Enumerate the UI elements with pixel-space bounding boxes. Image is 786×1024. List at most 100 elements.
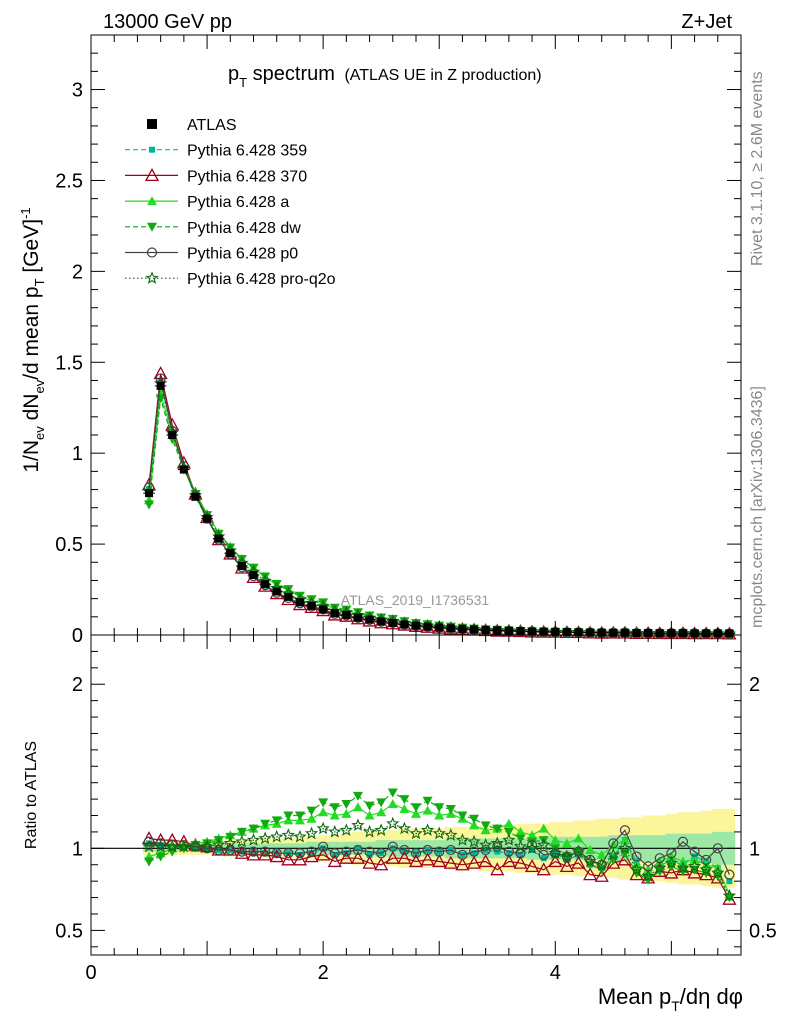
ratio-series-point bbox=[505, 850, 512, 857]
atlas-point bbox=[272, 587, 281, 596]
main-series-point bbox=[306, 595, 317, 605]
ratio-series-point bbox=[619, 835, 630, 845]
ratio-series-point bbox=[490, 862, 505, 876]
ratio-series-point bbox=[503, 827, 514, 837]
ratio-series-point bbox=[585, 844, 596, 854]
y-tick-label: 2 bbox=[72, 261, 83, 283]
ratio-y-tick-label: 1 bbox=[72, 838, 83, 860]
legend-marker bbox=[147, 196, 157, 206]
ratio-series-point bbox=[583, 867, 598, 881]
ratio-series-point bbox=[445, 844, 456, 856]
legend-item: Pythia 6.428 p0 bbox=[125, 246, 298, 263]
ratio-series-point bbox=[420, 852, 435, 866]
ratio-series-point bbox=[606, 847, 620, 861]
main-series-point bbox=[225, 543, 236, 553]
ratio-series-point bbox=[540, 855, 547, 862]
ratio-series-point bbox=[513, 855, 528, 869]
analysis-watermark: ATLAS_2019_I1736531 bbox=[341, 592, 490, 608]
atlas-point bbox=[307, 601, 316, 610]
ratio-series-point bbox=[165, 839, 179, 853]
ratio-series-point bbox=[583, 854, 597, 868]
ratio-series-point bbox=[641, 869, 655, 882]
ratio-series-point bbox=[517, 851, 524, 858]
legend-label: Pythia 6.428 359 bbox=[187, 143, 307, 160]
ratio-series-point bbox=[374, 857, 389, 871]
ratio-series-point bbox=[559, 859, 574, 873]
atlas-point bbox=[319, 605, 328, 614]
ratio-series-point bbox=[399, 803, 410, 813]
main-series-point bbox=[248, 563, 259, 573]
legend: ATLAS Pythia 6.428 359 Pythia 6.428 370 Pyt… bbox=[125, 117, 336, 288]
ratio-series-point bbox=[515, 826, 526, 836]
atlas-point bbox=[725, 629, 734, 638]
ratio-series-point bbox=[327, 854, 342, 868]
ratio-series-point bbox=[212, 838, 226, 851]
y-axis-label-main: 1/Nev dNev/d mean pT [GeV]-1 bbox=[18, 207, 47, 472]
ratio-series-point bbox=[724, 869, 735, 880]
y-tick-label: 3 bbox=[72, 80, 83, 102]
ratio-series-point bbox=[258, 831, 272, 845]
ratio-series-line bbox=[148, 829, 730, 875]
energy-label: 13000 GeV pp bbox=[103, 11, 232, 33]
atlas-point bbox=[377, 617, 386, 626]
legend-marker bbox=[149, 146, 155, 153]
y-tick-label: 2.5 bbox=[55, 170, 83, 192]
ratio-series-point bbox=[269, 849, 284, 863]
ratio-series-point bbox=[457, 811, 468, 821]
ratio-series-point bbox=[434, 803, 445, 813]
ratio-series-point bbox=[362, 824, 377, 838]
atlas-point bbox=[249, 571, 258, 579]
ratio-series-point bbox=[492, 841, 503, 852]
ratio-series-point bbox=[432, 826, 446, 840]
ratio-series-point bbox=[316, 847, 331, 861]
legend-marker bbox=[146, 247, 158, 258]
ratio-series-point bbox=[200, 839, 214, 853]
atlas-point bbox=[191, 492, 200, 501]
atlas-point bbox=[586, 628, 595, 637]
ratio-series-point bbox=[619, 825, 631, 836]
ratio-series-point bbox=[677, 856, 688, 866]
legend-label: Pythia 6.428 370 bbox=[187, 168, 307, 185]
chart-title: pT spectrum (ATLAS UE in Z production) bbox=[228, 63, 542, 90]
ratio-series-point bbox=[594, 868, 609, 882]
ratio-series-point bbox=[246, 833, 261, 846]
atlas-point bbox=[203, 514, 212, 523]
legend-item: Pythia 6.428 359 bbox=[125, 143, 307, 160]
ratio-series-point bbox=[410, 848, 422, 859]
ratio-series-point bbox=[271, 816, 282, 826]
main-series-point bbox=[352, 608, 363, 618]
ratio-series-point bbox=[502, 833, 516, 846]
ratio-series-point bbox=[643, 864, 654, 874]
atlas-point bbox=[295, 598, 304, 607]
ratio-series-point bbox=[722, 888, 737, 902]
ratio-series-point bbox=[364, 846, 375, 857]
ratio-series-point bbox=[538, 823, 549, 833]
ratio-series-point bbox=[571, 855, 586, 869]
ratio-series-point bbox=[478, 854, 493, 868]
process-label: Z+Jet bbox=[681, 11, 732, 33]
ratio-series-point bbox=[677, 836, 689, 847]
atlas-point bbox=[412, 621, 420, 630]
ratio-series-point bbox=[492, 824, 503, 834]
ratio-series-point bbox=[316, 821, 330, 835]
ratio-series-point bbox=[434, 810, 445, 820]
atlas-point bbox=[702, 629, 711, 638]
ratio-series-point bbox=[376, 798, 387, 808]
y-tick-label: 1 bbox=[72, 443, 83, 465]
ratio-series-point bbox=[699, 862, 713, 876]
ratio-series-point bbox=[409, 826, 423, 840]
ratio-series-point bbox=[294, 848, 306, 859]
ratio-y-tick-label: 0.5 bbox=[55, 920, 83, 942]
ratio-series-point bbox=[399, 795, 410, 805]
ratio-series-point bbox=[281, 828, 295, 841]
legend-item: Pythia 6.428 a bbox=[125, 194, 289, 211]
atlas-point bbox=[342, 611, 351, 619]
ratio-series-point bbox=[490, 836, 504, 850]
atlas-point bbox=[493, 626, 502, 635]
x-tick-label: 0 bbox=[85, 962, 96, 984]
ratio-series-point bbox=[445, 804, 456, 814]
atlas-point bbox=[179, 465, 188, 474]
ratio-series-point bbox=[270, 829, 284, 843]
title-extra: (ATLAS UE in Z production) bbox=[344, 67, 541, 84]
title-main: p bbox=[228, 63, 239, 85]
